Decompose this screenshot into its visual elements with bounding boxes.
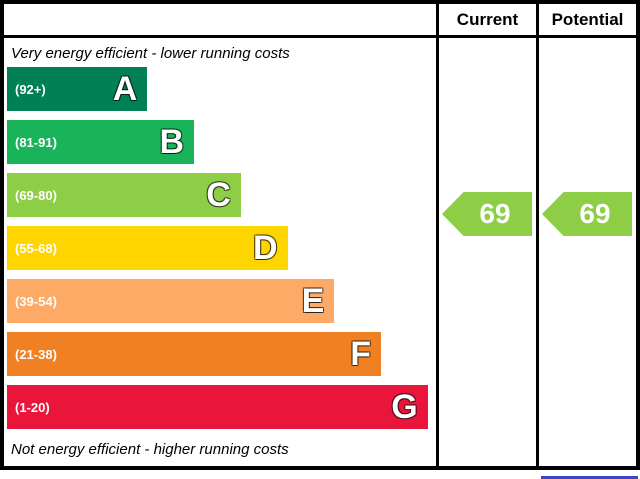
band-row-a: (92+) A [7, 67, 432, 111]
header-spacer-cell [4, 4, 436, 38]
band-range-label: (81-91) [15, 134, 57, 150]
potential-column: Potential 69 [536, 4, 636, 466]
current-rating-arrow: 69 [442, 192, 532, 236]
current-rating-value: 69 [479, 198, 511, 229]
band-row-f: (21-38) F [7, 332, 432, 376]
band-range-label: (21-38) [15, 346, 57, 362]
band-letter: B [159, 123, 184, 161]
band-range-label: (69-80) [15, 187, 57, 203]
potential-rating-arrow: 69 [542, 192, 632, 236]
band-bar-g: (1-20) G [7, 385, 428, 429]
potential-rating-value: 69 [579, 198, 611, 229]
current-header: Current [439, 4, 536, 38]
band-range-label: (55-68) [15, 240, 57, 256]
band-row-e: (39-54) E [7, 279, 432, 323]
band-list: (92+) A (81-91) B (69-80) C (55-68) D (39-54) E (2… [4, 67, 436, 429]
band-letter: E [301, 282, 325, 320]
band-row-b: (81-91) B [7, 120, 432, 164]
band-letter: C [206, 176, 231, 214]
potential-arrow-area: 69 [539, 38, 636, 466]
top-caption: Very energy efficient - lower running co… [11, 45, 290, 62]
band-bar-f: (21-38) F [7, 332, 381, 376]
band-bar-c: (69-80) C [7, 173, 241, 217]
band-letter: F [350, 335, 371, 373]
band-letter: A [112, 70, 138, 108]
band-bar-b: (81-91) B [7, 120, 194, 164]
current-arrow-area: 69 [439, 38, 536, 466]
band-bar-a: (92+) A [7, 67, 148, 111]
band-range-label: (39-54) [15, 293, 57, 309]
band-row-c: (69-80) C [7, 173, 432, 217]
bands-body: Very energy efficient - lower running co… [4, 38, 436, 466]
band-letter: G [391, 388, 418, 426]
band-range-label: (1-20) [15, 399, 50, 415]
footer-blue-line [541, 476, 638, 479]
band-bar-e: (39-54) E [7, 279, 335, 323]
band-bar-d: (55-68) D [7, 226, 288, 270]
band-letter: D [252, 229, 278, 267]
potential-header: Potential [539, 4, 636, 38]
bottom-caption: Not energy efficient - higher running co… [11, 441, 289, 458]
band-row-g: (1-20) G [7, 385, 432, 429]
current-column: Current 69 [436, 4, 536, 466]
band-range-label: (92+) [15, 81, 46, 97]
band-row-d: (55-68) D [7, 226, 432, 270]
bands-column: Very energy efficient - lower running co… [4, 4, 436, 466]
